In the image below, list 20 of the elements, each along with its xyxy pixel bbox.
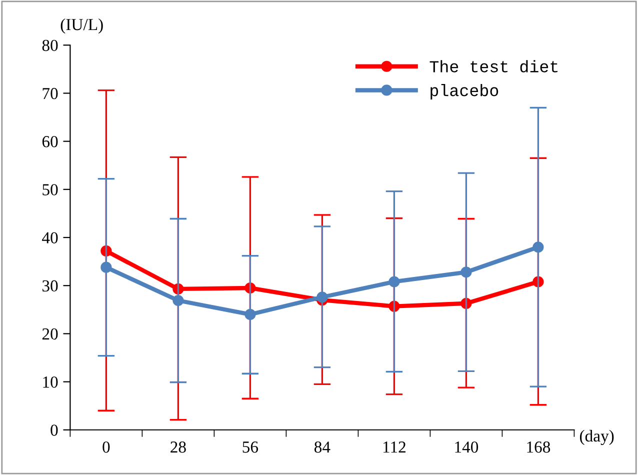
y-tick-label: 50 — [42, 184, 58, 196]
y-tick-label: 70 — [42, 88, 58, 100]
x-tick-label: 56 — [242, 442, 258, 453]
x-tick-label: 84 — [314, 441, 330, 453]
x-tick-label: 112 — [383, 442, 406, 453]
y-tick-label: 40 — [42, 232, 58, 244]
y-tick-label: 20 — [42, 328, 58, 340]
x-tick-label: 168 — [527, 441, 550, 453]
y-tick-label: 0 — [50, 424, 58, 436]
y-tick-label: 80 — [42, 40, 58, 52]
legend-label: placebo — [430, 84, 498, 100]
legend-label: The test diet — [430, 60, 558, 72]
x-axis-title: (day) — [580, 430, 614, 446]
y-tick-label: 60 — [42, 136, 58, 148]
y-tick-label: 10 — [43, 376, 58, 388]
x-tick-label: 28 — [170, 441, 186, 453]
y-axis-title: (IU/L) — [60, 18, 103, 34]
y-tick-label: 30 — [42, 280, 58, 292]
x-tick-label: 140 — [455, 441, 478, 453]
x-tick-label: 0 — [102, 441, 110, 453]
